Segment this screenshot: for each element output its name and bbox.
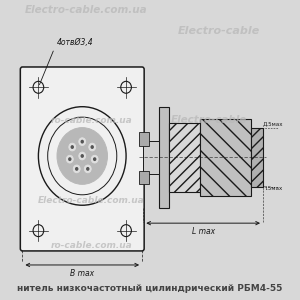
Circle shape	[57, 128, 107, 184]
Circle shape	[66, 155, 73, 163]
Text: Д.5мах: Д.5мах	[263, 121, 284, 126]
Bar	[143, 141, 159, 174]
Text: Electro-cable: Electro-cable	[170, 115, 247, 125]
Bar	[140, 132, 149, 146]
Text: В max: В max	[70, 268, 94, 278]
Bar	[251, 128, 263, 187]
Text: L max: L max	[192, 227, 215, 236]
Circle shape	[69, 143, 76, 151]
Bar	[200, 118, 251, 196]
Text: нитель низкочастотный цилиндрический РБМ4-55: нитель низкочастотный цилиндрический РБМ…	[17, 284, 283, 293]
Circle shape	[68, 157, 71, 161]
Text: П.5мах: П.5мах	[263, 186, 283, 191]
FancyBboxPatch shape	[20, 67, 144, 251]
Circle shape	[84, 165, 91, 173]
Text: Electro-cable.com.ua: Electro-cable.com.ua	[38, 196, 145, 205]
Circle shape	[70, 145, 74, 149]
Bar	[169, 123, 200, 192]
Circle shape	[79, 152, 86, 160]
Circle shape	[79, 138, 86, 146]
Circle shape	[80, 140, 84, 144]
Circle shape	[86, 167, 89, 171]
Text: ro-cable.com.ua: ro-cable.com.ua	[51, 241, 132, 250]
Circle shape	[91, 155, 98, 163]
Text: Electro-cable: Electro-cable	[178, 26, 260, 36]
Circle shape	[89, 143, 96, 151]
Bar	[140, 171, 149, 184]
Bar	[159, 107, 169, 208]
Bar	[251, 128, 263, 187]
Text: Electro-cable.com.ua: Electro-cable.com.ua	[25, 5, 148, 15]
Circle shape	[91, 145, 94, 149]
Circle shape	[80, 154, 84, 158]
Circle shape	[75, 167, 78, 171]
Text: 4отвØ3,4: 4отвØ3,4	[57, 38, 94, 47]
Bar	[200, 118, 251, 196]
Bar	[169, 123, 200, 192]
Circle shape	[93, 157, 96, 161]
Text: ro-cable.com.ua: ro-cable.com.ua	[51, 116, 132, 124]
Circle shape	[73, 165, 80, 173]
